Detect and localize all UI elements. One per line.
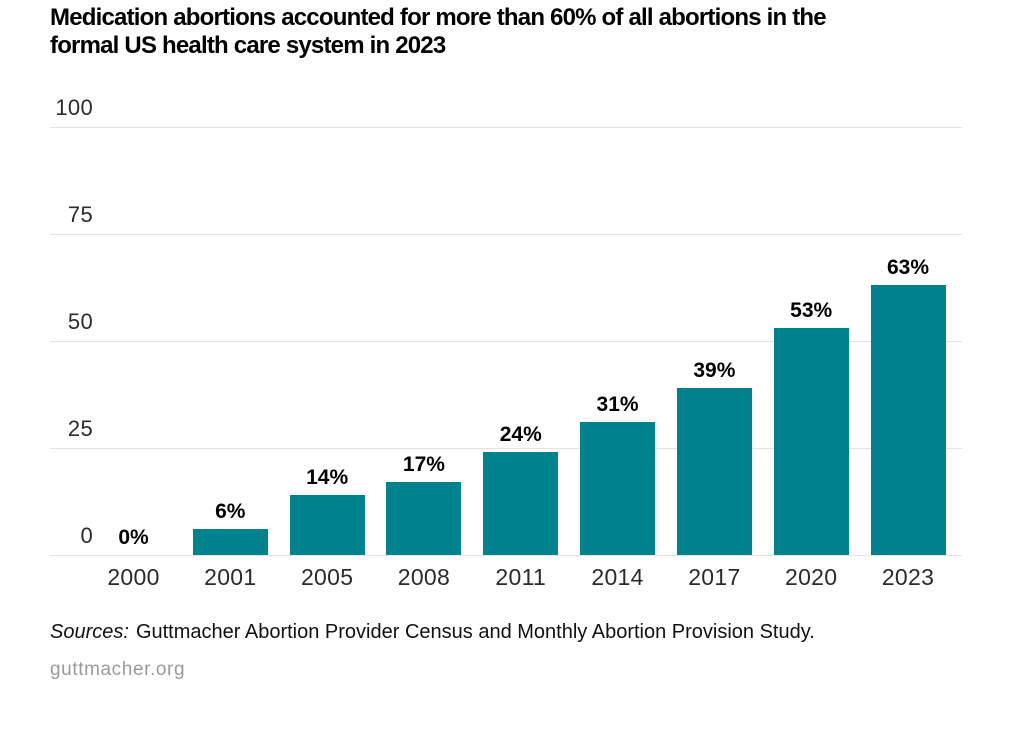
gridline-50 [50, 341, 962, 342]
bar-2008 [386, 482, 462, 555]
x-axis-tick-label-2011: 2011 [495, 564, 547, 590]
bar-value-label-2005: 14% [306, 466, 349, 489]
bar-value-label-2001: 6% [215, 500, 246, 523]
y-axis-tick-label: 75 [67, 202, 93, 227]
bar-value-label-2020: 53% [790, 299, 833, 322]
bar-2014 [580, 422, 656, 555]
sources-note: Sources: Guttmacher Abortion Provider Cen… [50, 620, 990, 645]
gridline-25 [50, 448, 962, 449]
site-url: guttmacher.org [50, 659, 186, 680]
gridline-75 [50, 234, 962, 235]
bar-value-label-2011: 24% [499, 423, 542, 446]
y-axis-tick-label: 50 [67, 309, 93, 334]
chart-title-line-2: formal US health care system in 2023 [50, 32, 446, 59]
bar-2020 [773, 328, 849, 555]
x-axis-tick-label-2000: 2000 [107, 564, 160, 590]
x-axis-tick-label-2014: 2014 [591, 564, 644, 590]
gridline-100 [50, 127, 962, 128]
y-axis-tick-label: 25 [67, 416, 93, 441]
x-axis-tick-label-2005: 2005 [300, 564, 354, 590]
x-axis-tick-label-2023: 2023 [881, 564, 935, 590]
bar-2017 [676, 388, 752, 555]
bar-value-label-2023: 63% [886, 256, 930, 279]
bar-2011 [483, 452, 559, 555]
bar-value-label-2014: 31% [596, 393, 639, 416]
bar-value-label-2000: 0% [118, 526, 149, 549]
y-axis-tick-label: 0 [80, 523, 93, 548]
sources-label: Sources: [50, 621, 129, 643]
bar-2001 [192, 529, 268, 555]
bar-2023 [870, 285, 946, 555]
x-axis-tick-label-2020: 2020 [785, 564, 838, 590]
x-axis-tick-label-2008: 2008 [397, 564, 451, 590]
bar-value-label-2008: 17% [402, 453, 445, 476]
gridline-0 [50, 555, 962, 556]
bar-2005 [289, 495, 365, 555]
chart-title: Medication abortions accounted for more … [50, 4, 970, 60]
x-axis-tick-label-2001: 2001 [204, 564, 257, 590]
sources-text: Guttmacher Abortion Provider Census and … [135, 621, 815, 643]
y-axis-tick-label: 100 [55, 95, 93, 120]
bar-value-label-2017: 39% [693, 359, 736, 382]
chart-title-line-1: Medication abortions accounted for more … [50, 4, 827, 31]
x-axis-tick-label-2017: 2017 [688, 564, 741, 590]
